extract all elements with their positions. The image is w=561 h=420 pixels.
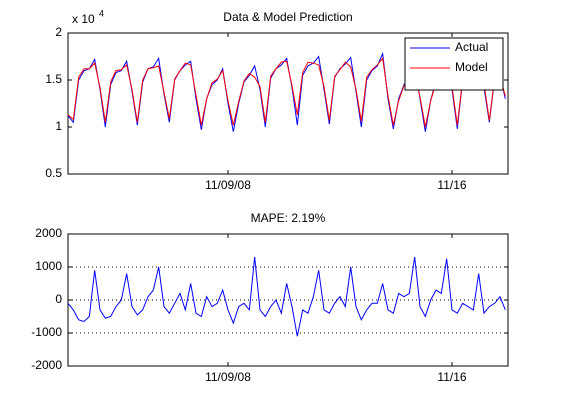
- x-tick-label: 11/16: [437, 370, 466, 384]
- y-tick-label: 1.5: [45, 72, 62, 86]
- axis-multiplier: x 10: [72, 12, 95, 26]
- legend: [404, 37, 504, 91]
- legend-label: Actual: [455, 40, 488, 54]
- x-tick-label: 11/09/08: [205, 370, 251, 384]
- y-tick-label: 0: [55, 292, 62, 306]
- data-line: [67, 257, 506, 337]
- chart-title: Data & Model Prediction: [223, 10, 352, 24]
- x-tick-label: 11/16: [437, 178, 466, 192]
- axis-multiplier-exponent: 4: [99, 8, 104, 18]
- chart-title: MAPE: 2.19%: [251, 211, 326, 225]
- data-line: [67, 57, 506, 128]
- y-tick-label: 1000: [35, 259, 62, 273]
- y-tick-label: -1000: [31, 325, 62, 339]
- y-tick-label: 2: [55, 25, 62, 39]
- y-tick-label: 0.5: [45, 166, 62, 180]
- x-tick-label: 11/09/08: [205, 178, 251, 192]
- y-tick-label: 2000: [35, 226, 62, 240]
- y-tick-label: 1: [55, 119, 62, 133]
- legend-label: Model: [455, 60, 488, 74]
- y-tick-label: -2000: [31, 358, 62, 372]
